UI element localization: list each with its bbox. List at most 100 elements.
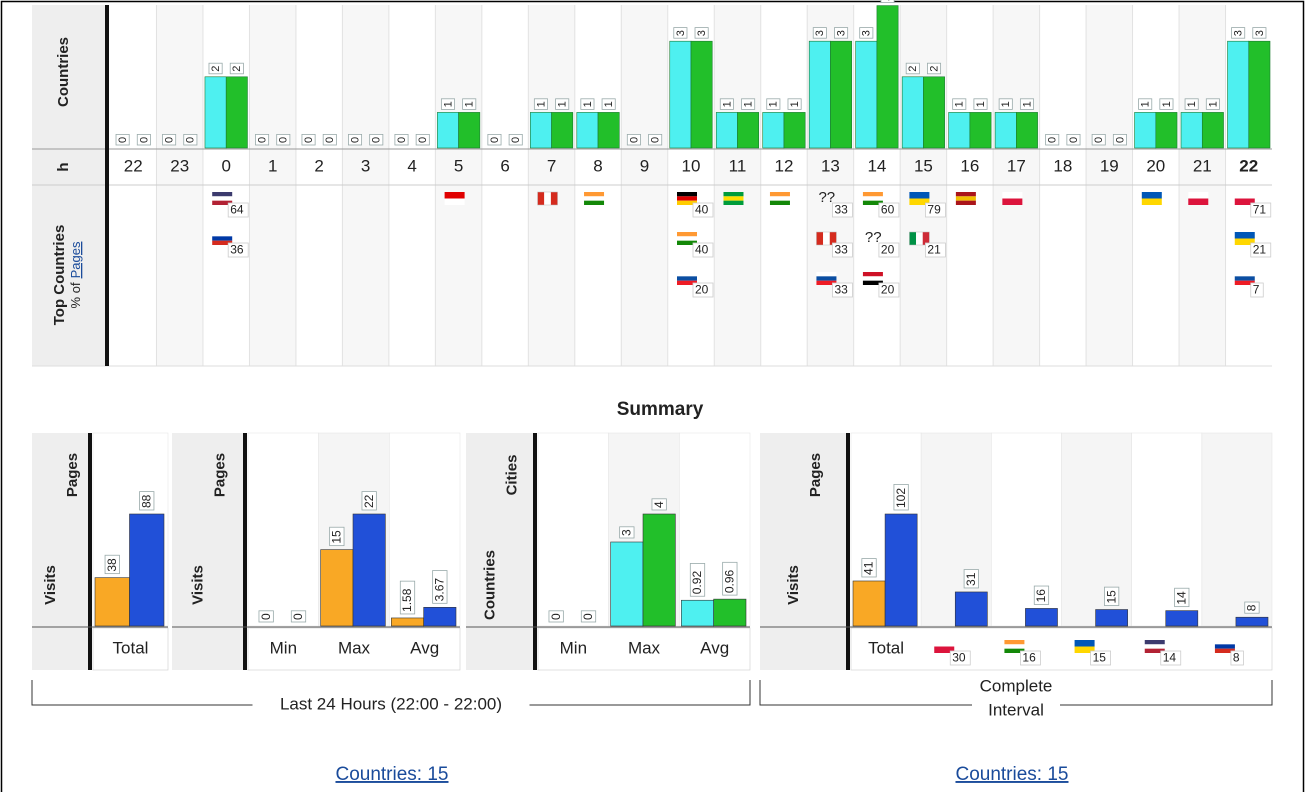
hour-label: 23 bbox=[170, 156, 189, 175]
value-label: 0 bbox=[258, 610, 274, 623]
flag-stripe bbox=[677, 240, 697, 245]
flag-stripe bbox=[677, 276, 697, 281]
value-label-box bbox=[361, 491, 377, 511]
value-label-text: 4 bbox=[882, 0, 894, 1]
hour-bar bbox=[669, 40, 692, 149]
value-label-text: 3 bbox=[620, 529, 634, 536]
value-label-text: 0.92 bbox=[690, 571, 704, 595]
percent-box bbox=[878, 242, 900, 258]
value-label-box bbox=[1231, 27, 1246, 39]
flag-stripe bbox=[909, 192, 930, 199]
panel-legend: Countries bbox=[481, 550, 498, 620]
percent: 14 bbox=[1163, 651, 1177, 665]
value-label-box bbox=[580, 610, 597, 623]
value-label-box bbox=[139, 491, 155, 511]
flag-stripe bbox=[955, 196, 976, 201]
flag-stripe bbox=[862, 280, 883, 285]
flag-stripe bbox=[677, 200, 697, 205]
percent: 36 bbox=[230, 243, 244, 257]
value-label-text: 1 bbox=[954, 101, 966, 107]
value-label-text: 3 bbox=[835, 30, 847, 36]
value-label-box bbox=[348, 133, 363, 146]
row-sublabel-link[interactable]: Pages bbox=[68, 241, 83, 278]
percent-box bbox=[925, 242, 946, 258]
panel-category-row bbox=[537, 627, 751, 671]
value-label-box bbox=[905, 62, 920, 75]
panel-legend: Visits bbox=[785, 565, 802, 605]
value-label-box bbox=[208, 62, 223, 75]
hour-bar bbox=[783, 112, 806, 149]
value-label: 1 bbox=[440, 98, 455, 110]
value-label: 0 bbox=[290, 610, 307, 623]
value-label-box bbox=[1138, 98, 1153, 110]
flag-stripe bbox=[816, 276, 837, 281]
value-label: 3 bbox=[812, 27, 827, 39]
flag-stripe bbox=[955, 200, 976, 205]
value-label: 0 bbox=[580, 610, 597, 623]
flag-stripe bbox=[1004, 640, 1025, 645]
value-label-box bbox=[301, 133, 316, 146]
value-label: 0 bbox=[648, 133, 663, 146]
value-label: 1 bbox=[1019, 98, 1034, 110]
value-label: 1 bbox=[1205, 98, 1220, 110]
value-label-box bbox=[893, 483, 909, 511]
value-label-box bbox=[329, 526, 345, 547]
value-label-text: 0 bbox=[259, 613, 273, 620]
value-label: 0 bbox=[548, 610, 564, 623]
percent: 16 bbox=[1022, 651, 1036, 665]
value-label-text: 3 bbox=[675, 30, 687, 36]
hour-bar bbox=[994, 112, 1017, 149]
hour-bar bbox=[576, 112, 599, 149]
flag-stripe bbox=[1141, 198, 1162, 205]
panel-label-bg bbox=[32, 433, 88, 670]
value-label-box bbox=[834, 27, 849, 39]
hour-bar bbox=[855, 40, 878, 149]
value-label: 14 bbox=[1174, 587, 1190, 608]
hour-label: 16 bbox=[960, 156, 979, 175]
value-label: 1 bbox=[1138, 98, 1153, 110]
hour-bar bbox=[715, 112, 738, 149]
flag-stripe bbox=[862, 276, 883, 281]
value-label-box bbox=[648, 133, 663, 146]
value-label-box bbox=[462, 98, 477, 110]
hour-label: 21 bbox=[1193, 156, 1212, 175]
summary-bar bbox=[352, 513, 386, 627]
value-label-text: 1 bbox=[582, 101, 594, 107]
value-label-box bbox=[1252, 27, 1267, 39]
percent: 20 bbox=[881, 283, 895, 297]
percent-box bbox=[925, 202, 946, 218]
value-label-box bbox=[322, 133, 337, 146]
value-label: 0.96 bbox=[722, 561, 738, 596]
value-label-text: 0 bbox=[138, 137, 150, 143]
percent-box bbox=[1230, 650, 1244, 666]
flag-stripe bbox=[723, 192, 744, 197]
value-label: 1 bbox=[1159, 98, 1174, 110]
value-label-box bbox=[963, 569, 979, 589]
value-label: 0 bbox=[369, 133, 384, 146]
value-label-box bbox=[1045, 133, 1060, 146]
category-label: Avg bbox=[410, 638, 439, 657]
summary-bar bbox=[423, 607, 457, 627]
flag-stripe bbox=[584, 196, 605, 201]
countries-link[interactable]: Countries: 15 bbox=[335, 764, 448, 785]
hour-bar bbox=[1134, 112, 1157, 149]
value-label-text: 0 bbox=[349, 137, 361, 143]
value-label: 0 bbox=[1091, 133, 1106, 146]
flag-stripe bbox=[909, 198, 930, 205]
category-label: Avg bbox=[700, 638, 729, 657]
interval-label: Interval bbox=[988, 700, 1044, 719]
flag-stripe bbox=[862, 272, 883, 277]
value-label-box bbox=[369, 133, 384, 146]
value-label-box bbox=[399, 580, 416, 615]
value-label: 3 bbox=[859, 27, 874, 39]
percent: 21 bbox=[1253, 243, 1267, 257]
panel-column-bg bbox=[679, 432, 751, 627]
panel-label-bg bbox=[172, 433, 243, 670]
countries-link[interactable]: Countries: 15 bbox=[955, 764, 1068, 785]
panel-legend: Visits bbox=[189, 565, 206, 605]
value-label-box bbox=[580, 98, 595, 110]
hour-label: 13 bbox=[821, 156, 840, 175]
percent: 40 bbox=[695, 243, 709, 257]
value-label-box bbox=[255, 133, 270, 146]
